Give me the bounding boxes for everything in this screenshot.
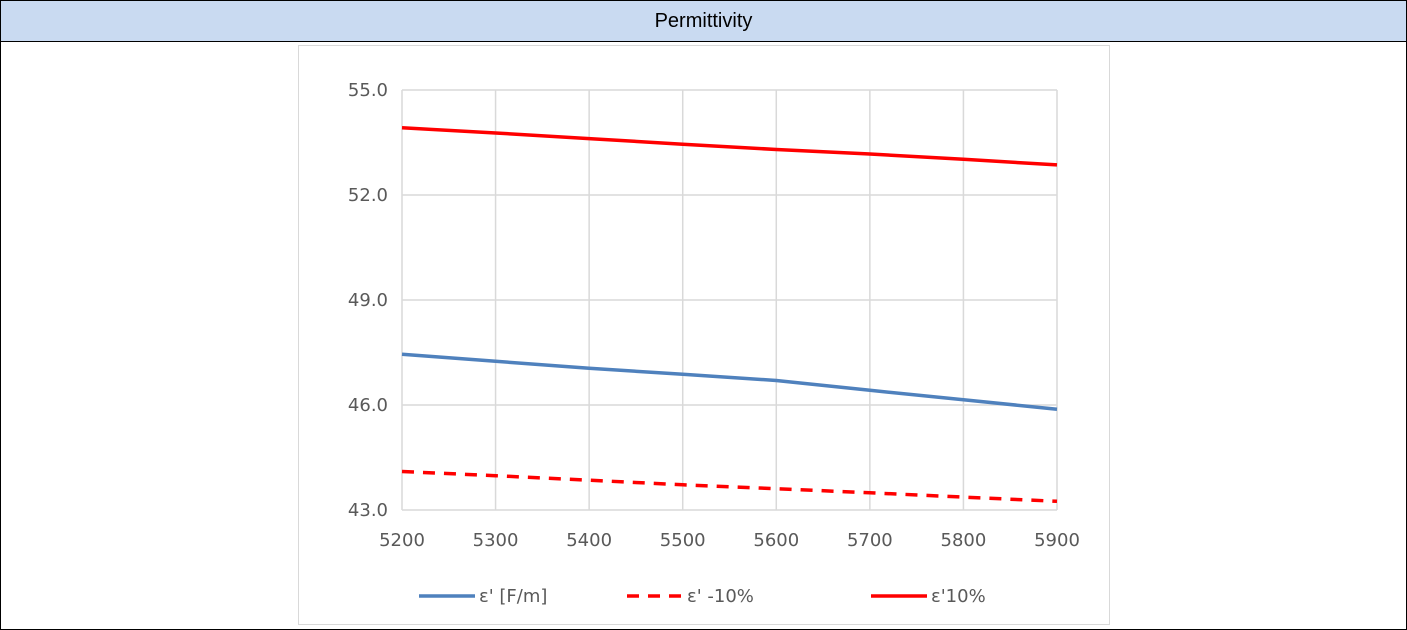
permittivity-chart: 43.0 46.0 49.0 52.0 55.0 5200 5300 5400 5500 5600… (348, 80, 1080, 607)
x-tick-label: 5200 (379, 530, 425, 551)
header-title: Permittivity (1, 1, 1406, 42)
legend-label-3: ε'10% (931, 586, 986, 607)
y-tick-label: 43.0 (348, 500, 388, 521)
legend: ε' [F/m] ε' -10% ε'10% (419, 586, 986, 607)
y-tick-label: 52.0 (348, 185, 388, 206)
y-tick-label: 55.0 (348, 80, 388, 101)
y-tick-label: 49.0 (348, 290, 388, 311)
series-line-3 (401, 126, 1058, 167)
legend-label-2: ε' -10% (687, 586, 754, 607)
x-tick-label: 5800 (941, 530, 987, 551)
series-line-1 (401, 352, 1058, 411)
x-tick-label: 5600 (753, 530, 799, 551)
axis-labels: 43.0 46.0 49.0 52.0 55.0 5200 5300 5400 5500 5600… (348, 80, 1080, 551)
x-tick-label: 5300 (473, 530, 519, 551)
series-lines (401, 126, 1058, 504)
x-tick-label: 5400 (566, 530, 612, 551)
x-tick-label: 5900 (1034, 530, 1080, 551)
series-line-2 (401, 469, 1058, 504)
x-tick-label: 5700 (847, 530, 893, 551)
y-tick-label: 46.0 (348, 395, 388, 416)
legend-label-1: ε' [F/m] (479, 586, 547, 607)
grid-lines (401, 89, 1058, 511)
chart-area: 43.0 46.0 49.0 52.0 55.0 5200 5300 5400 5500 5600… (298, 45, 1110, 625)
x-tick-label: 5500 (660, 530, 706, 551)
